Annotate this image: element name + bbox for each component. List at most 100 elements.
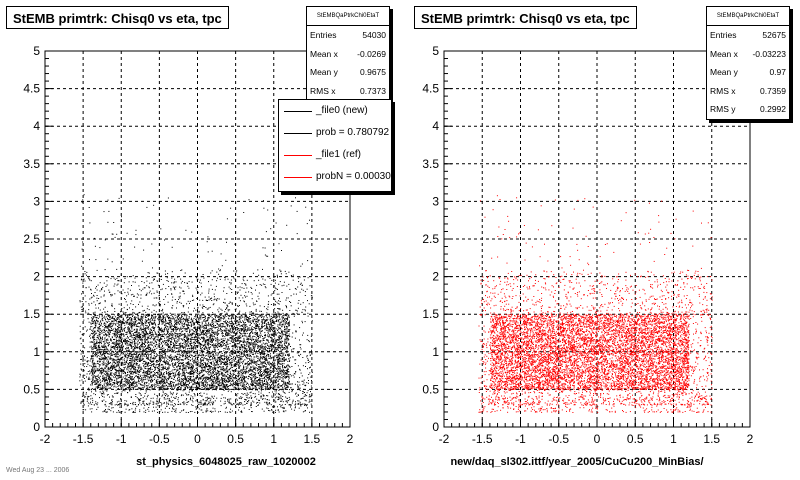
scatter-point — [238, 372, 240, 374]
scatter-point — [139, 318, 141, 320]
scatter-point — [231, 375, 233, 377]
scatter-point — [221, 372, 223, 374]
scatter-point — [247, 383, 249, 384]
scatter-point — [118, 373, 120, 375]
scatter-point — [224, 380, 226, 382]
scatter-point — [151, 388, 153, 390]
scatter-point — [123, 335, 125, 337]
scatter-point — [135, 325, 137, 327]
scatter-point — [178, 382, 180, 384]
scatter-point — [208, 340, 210, 342]
scatter-point — [119, 331, 121, 333]
scatter-point — [268, 384, 270, 386]
scatter-point — [231, 314, 233, 316]
scatter-point — [213, 388, 215, 390]
scatter-point — [245, 372, 247, 374]
scatter-point — [221, 362, 223, 363]
scatter-point — [277, 363, 278, 365]
scatter-point — [266, 329, 268, 331]
scatter-point — [223, 364, 225, 365]
scatter-point — [204, 366, 206, 367]
scatter-point — [242, 347, 244, 349]
scatter-point — [212, 351, 214, 353]
scatter-point — [256, 380, 258, 382]
scatter-point — [271, 347, 273, 349]
scatter-point — [223, 340, 225, 342]
scatter-point — [288, 353, 290, 355]
scatter-point — [252, 348, 254, 350]
scatter-point — [126, 333, 128, 335]
scatter-point — [258, 384, 260, 386]
scatter-point — [216, 326, 218, 328]
scatter-point — [259, 357, 261, 359]
scatter-point — [236, 356, 238, 358]
scatter-point — [211, 389, 213, 391]
scatter-point — [141, 320, 143, 322]
scatter-point — [103, 370, 105, 372]
scatter-point — [108, 315, 110, 317]
scatter-point — [288, 325, 290, 327]
scatter-point — [281, 334, 283, 336]
scatter-point — [196, 378, 198, 380]
scatter-point — [273, 365, 275, 367]
scatter-point — [180, 319, 182, 321]
scatter-point — [283, 314, 285, 316]
scatter-point — [211, 314, 213, 316]
scatter-point — [94, 331, 96, 333]
scatter-point — [213, 353, 214, 355]
scatter-point — [243, 324, 245, 326]
scatter-point — [259, 374, 261, 376]
scatter-point — [102, 350, 104, 352]
scatter-point — [179, 377, 181, 379]
scatter-point — [183, 378, 185, 380]
scatter-point — [184, 373, 186, 375]
scatter-point — [95, 382, 97, 384]
scatter-point — [113, 334, 115, 335]
scatter-point — [164, 389, 165, 391]
scatter-point — [281, 389, 283, 391]
scatter-point — [279, 322, 281, 324]
scatter-point — [209, 333, 211, 335]
scatter-point — [146, 348, 148, 349]
scatter-point — [108, 368, 110, 370]
scatter-point — [242, 356, 244, 357]
scatter-point — [91, 348, 93, 350]
scatter-point — [97, 374, 99, 376]
scatter-point — [141, 322, 143, 324]
scatter-point — [151, 322, 153, 324]
scatter-point — [259, 340, 261, 341]
scatter-point — [106, 375, 108, 377]
scatter-point — [240, 354, 242, 356]
scatter-point — [150, 321, 152, 323]
scatter-point — [256, 344, 258, 346]
scatter-point — [131, 318, 133, 320]
scatter-point — [153, 374, 155, 376]
scatter-point — [161, 336, 163, 338]
scatter-point — [120, 339, 122, 341]
scatter-point — [195, 318, 197, 320]
scatter-point — [182, 347, 184, 349]
scatter-point — [196, 387, 198, 389]
scatter-point — [123, 328, 125, 330]
scatter-point — [254, 342, 256, 344]
scatter-point — [226, 367, 228, 369]
scatter-point — [236, 349, 238, 351]
scatter-point — [184, 385, 186, 386]
scatter-point — [268, 377, 270, 379]
scatter-point — [152, 371, 154, 372]
scatter-point — [153, 343, 155, 345]
scatter-point — [222, 369, 224, 371]
scatter-point — [131, 361, 132, 363]
scatter-point — [177, 373, 179, 375]
scatter-point — [193, 373, 195, 375]
scatter-point — [217, 344, 219, 345]
scatter-point — [162, 364, 164, 366]
scatter-point — [282, 372, 284, 374]
scatter-point — [99, 353, 101, 355]
scatter-point — [146, 351, 147, 353]
scatter-point — [113, 366, 115, 368]
scatter-point — [279, 318, 281, 320]
scatter-point — [263, 377, 265, 379]
scatter-point — [207, 388, 209, 390]
scatter-point — [107, 345, 109, 347]
